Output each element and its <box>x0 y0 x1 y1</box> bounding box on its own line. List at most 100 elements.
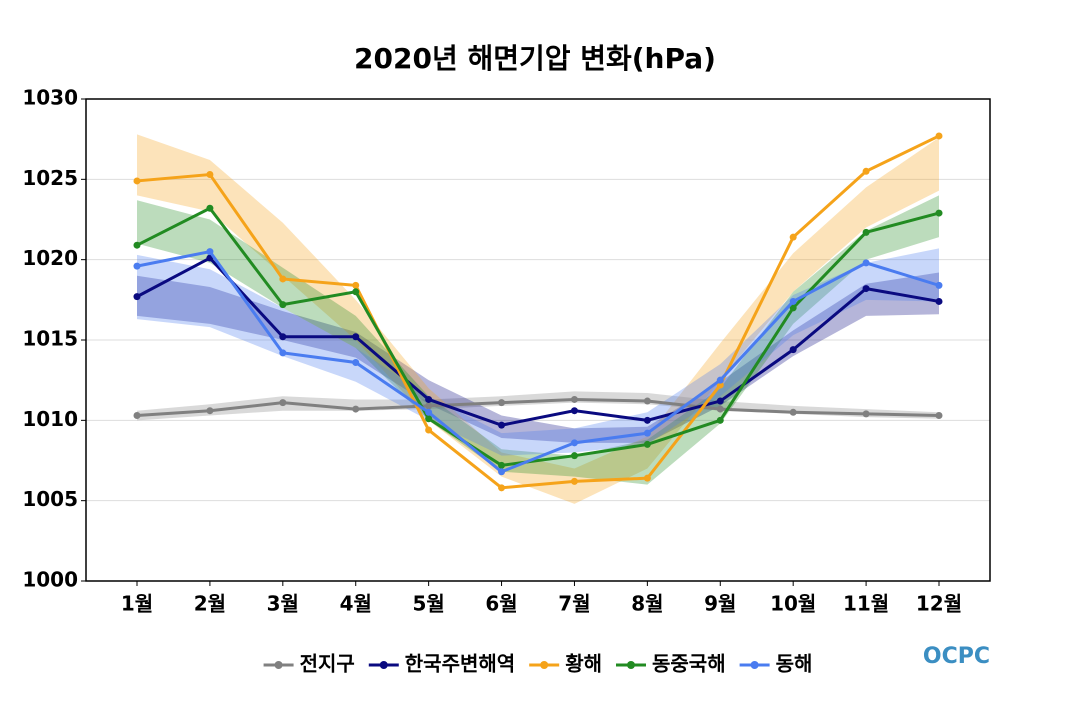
series-line <box>136 249 940 474</box>
point <box>498 421 506 429</box>
legend-dot <box>627 661 635 669</box>
point <box>279 275 287 283</box>
point <box>425 426 433 434</box>
point <box>206 171 214 179</box>
point <box>206 248 214 256</box>
point <box>206 204 214 212</box>
point <box>643 440 651 448</box>
y-tick-label: 1025 <box>22 166 78 190</box>
point <box>279 399 287 407</box>
point <box>570 452 578 460</box>
point <box>862 410 870 418</box>
y-tick-label: 1020 <box>22 246 78 270</box>
point <box>935 412 943 420</box>
x-tick-label: 1월 <box>121 592 153 616</box>
x-tick-label: 3월 <box>267 592 299 616</box>
point <box>935 209 943 217</box>
legend: 전지구 한국주변해역 황해 동중국해 동해 <box>263 652 813 676</box>
point <box>279 301 287 309</box>
point <box>570 407 578 415</box>
point <box>716 405 724 413</box>
series-line <box>136 134 940 490</box>
point <box>570 395 578 403</box>
point <box>425 395 433 403</box>
point <box>279 333 287 341</box>
point <box>206 407 214 415</box>
point <box>133 241 141 249</box>
point <box>570 439 578 447</box>
point <box>425 402 433 410</box>
point <box>862 285 870 293</box>
point <box>716 376 724 384</box>
x-tick-label: 11월 <box>843 592 889 616</box>
x-tick-label: 5월 <box>412 592 444 616</box>
point <box>935 281 943 289</box>
point <box>425 415 433 423</box>
point <box>133 293 141 301</box>
legend-dot <box>540 661 549 669</box>
legend-dot <box>750 661 759 669</box>
point <box>352 281 360 289</box>
legend-label: 황해 <box>565 652 602 676</box>
x-tick-label: 12월 <box>916 592 962 616</box>
legend-dot <box>274 661 283 669</box>
legend-dot <box>379 661 388 669</box>
point <box>716 397 724 405</box>
x-tick-label: 10월 <box>770 592 816 616</box>
point <box>570 477 578 485</box>
point <box>352 405 360 413</box>
point <box>498 461 506 469</box>
point <box>935 132 943 140</box>
series-line <box>136 397 940 418</box>
y-tick-label: 1005 <box>22 487 78 511</box>
point <box>279 349 287 357</box>
range-band <box>137 195 939 485</box>
point <box>789 304 797 312</box>
range-band <box>137 272 939 443</box>
y-tick-label: 1015 <box>22 327 78 351</box>
x-tick-label: 8월 <box>631 592 663 616</box>
range-band <box>137 391 939 421</box>
point <box>133 177 141 185</box>
point <box>862 167 870 175</box>
legend-label: 한국주변해역 <box>405 652 515 676</box>
x-tick-label: 4월 <box>340 592 372 616</box>
point <box>643 429 651 437</box>
point <box>789 297 797 305</box>
point <box>352 358 360 366</box>
chart-title: 2020년 해면기압 변화(hPa) <box>354 42 716 75</box>
point <box>789 408 797 416</box>
x-tick-label: 6월 <box>485 592 517 616</box>
y-tick-label: 1010 <box>22 407 78 431</box>
x-tick-label: 7월 <box>558 592 590 616</box>
point <box>425 408 433 416</box>
range-band <box>137 134 939 504</box>
x-tick-label: 9월 <box>704 592 736 616</box>
point <box>862 228 870 236</box>
point <box>789 233 797 241</box>
point <box>352 288 360 296</box>
point <box>133 412 141 420</box>
point <box>643 474 651 482</box>
legend-label: 동해 <box>776 652 813 676</box>
point <box>133 262 141 270</box>
point <box>498 468 506 476</box>
x-tick-label: 2월 <box>194 592 226 616</box>
point <box>498 484 506 492</box>
logo: OCPC <box>923 644 990 669</box>
legend-label: 전지구 <box>300 652 355 676</box>
legend-label: 동중국해 <box>652 652 726 676</box>
y-tick-label: 1030 <box>22 86 78 110</box>
plot-frame <box>85 98 991 582</box>
point <box>862 259 870 267</box>
series-line <box>136 256 940 427</box>
point <box>643 397 651 405</box>
point <box>935 297 943 305</box>
point <box>716 416 724 424</box>
point <box>352 333 360 341</box>
point <box>789 346 797 354</box>
point <box>498 399 506 407</box>
point <box>643 416 651 424</box>
y-tick-label: 1000 <box>22 568 78 592</box>
